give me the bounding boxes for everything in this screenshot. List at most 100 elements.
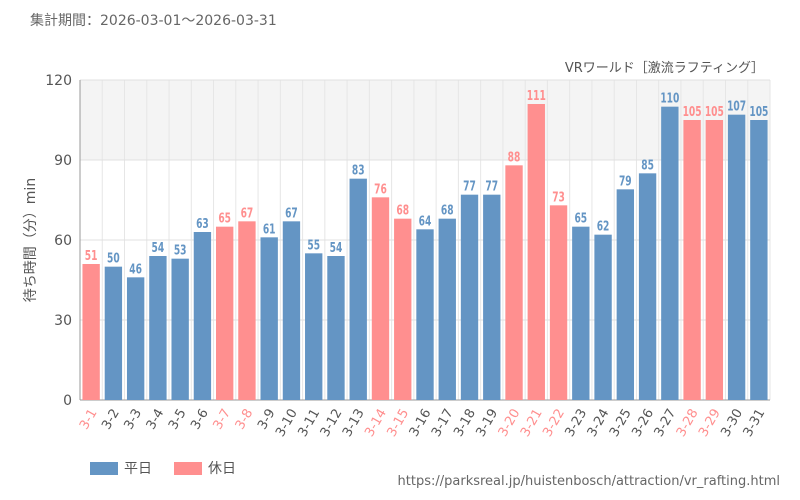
bar-value-label: 77: [485, 178, 498, 194]
x-tick-label: 3-26: [629, 407, 657, 440]
x-tick-label: 3-14: [362, 407, 390, 440]
x-tick-label: 3-27: [652, 407, 680, 440]
bar: [104, 266, 123, 400]
bar: [750, 120, 768, 400]
bar-value-label: 65: [218, 210, 231, 226]
legend-swatch-weekday: [90, 461, 118, 475]
highlight-band: [80, 80, 770, 160]
bar: [505, 165, 523, 400]
x-tick-label: 3-20: [496, 407, 524, 440]
legend-swatch-holiday: [174, 461, 202, 475]
x-tick-label: 3-15: [384, 407, 412, 440]
bar-value-label: 67: [241, 205, 254, 221]
bar: [527, 104, 545, 400]
source-url: https://parksreal.jp/huistenbosch/attrac…: [397, 474, 780, 489]
bar-value-label: 54: [152, 240, 165, 256]
bar-value-label: 64: [419, 213, 432, 229]
x-tick-label: 3-1: [77, 407, 101, 433]
bar-value-label: 83: [352, 162, 365, 178]
bar-value-label: 46: [129, 261, 142, 277]
bar-value-label: 62: [597, 218, 610, 234]
bar: [282, 221, 301, 400]
x-tick-label: 3-18: [451, 407, 479, 440]
bar: [460, 194, 479, 400]
bar: [616, 189, 635, 400]
bar-value-label: 54: [330, 240, 343, 256]
x-tick-label: 3-13: [340, 407, 368, 440]
bar-value-label: 65: [574, 210, 587, 226]
bar-value-label: 63: [196, 216, 209, 232]
x-tick-label: 3-5: [166, 407, 190, 433]
legend-label-weekday: 平日: [124, 461, 152, 477]
x-tick-label: 3-30: [718, 407, 746, 440]
bar: [215, 226, 234, 400]
bar-value-label: 85: [641, 157, 654, 173]
chart-title: VRワールド［激流ラフティング］: [565, 61, 764, 76]
bar: [638, 173, 657, 400]
bar: [483, 194, 501, 400]
bar-value-label: 73: [552, 189, 565, 205]
bar-value-label: 107: [727, 98, 746, 114]
bar: [394, 218, 412, 400]
bar: [171, 258, 189, 400]
bar-value-label: 110: [660, 90, 679, 106]
legend-item-holiday: 休日: [174, 458, 236, 478]
bar: [126, 277, 145, 400]
x-tick-label: 3-17: [429, 407, 457, 440]
bar: [416, 229, 434, 400]
bar: [82, 264, 100, 400]
bar: [193, 232, 212, 400]
bar: [349, 178, 367, 400]
bar-value-label: 67: [285, 205, 298, 221]
bar: [371, 197, 390, 400]
bar-value-label: 76: [374, 181, 387, 197]
bar: [438, 218, 456, 400]
bar: [594, 234, 612, 400]
bar: [238, 221, 256, 400]
wait-time-bar-chart: 0 30 60 90 120 51 3-1 50 3-2 46 3-3 54 3-4 53 3-5 63 3-6…: [23, 61, 771, 440]
bar: [260, 237, 278, 400]
bar-value-label: 105: [683, 104, 702, 120]
y-tick-label: 30: [54, 313, 72, 329]
bar: [149, 256, 167, 400]
bar-value-label: 88: [508, 149, 521, 165]
bar-value-label: 51: [85, 248, 98, 264]
x-tick-label: 3-19: [473, 406, 501, 439]
legend: 平日 休日: [90, 458, 258, 478]
bar-value-label: 77: [463, 178, 476, 194]
bar-value-label: 55: [307, 237, 320, 253]
bar-value-label: 50: [107, 250, 120, 266]
x-tick-label: 3-11: [295, 407, 323, 440]
bar-value-label: 79: [619, 173, 632, 189]
y-axis-label: 待ち時間（分）min: [23, 178, 39, 302]
x-tick-label: 3-29: [696, 407, 724, 440]
x-tick-label: 3-8: [233, 407, 257, 433]
bar: [683, 120, 701, 400]
bar-value-label: 68: [396, 202, 409, 218]
y-tick-label: 60: [54, 233, 72, 249]
x-tick-label: 3-7: [211, 407, 235, 433]
y-tick-label: 90: [54, 153, 72, 169]
x-tick-label: 3-21: [518, 407, 546, 440]
x-tick-label: 3-28: [674, 407, 702, 440]
legend-label-holiday: 休日: [208, 461, 236, 477]
bar: [572, 226, 590, 400]
x-tick-label: 3-6: [188, 407, 212, 433]
bar-value-label: 61: [263, 221, 276, 237]
bar: [661, 106, 679, 401]
bar: [705, 120, 724, 400]
y-tick-label: 120: [45, 73, 72, 89]
x-tick-label: 3-4: [144, 407, 168, 433]
x-tick-label: 3-10: [273, 407, 301, 440]
period-label: 集計期間：2026-03-01～2026-03-31: [30, 13, 277, 29]
x-tick-label: 3-25: [607, 407, 635, 440]
bar: [727, 114, 746, 401]
bar: [549, 205, 568, 400]
bar-value-label: 68: [441, 202, 454, 218]
bar: [305, 253, 323, 400]
x-tick-label: 3-24: [585, 407, 613, 440]
x-tick-label: 3-22: [540, 407, 568, 440]
x-tick-label: 3-2: [99, 407, 123, 433]
x-tick-label: 3-3: [122, 407, 146, 433]
x-tick-label: 3-16: [407, 407, 435, 440]
